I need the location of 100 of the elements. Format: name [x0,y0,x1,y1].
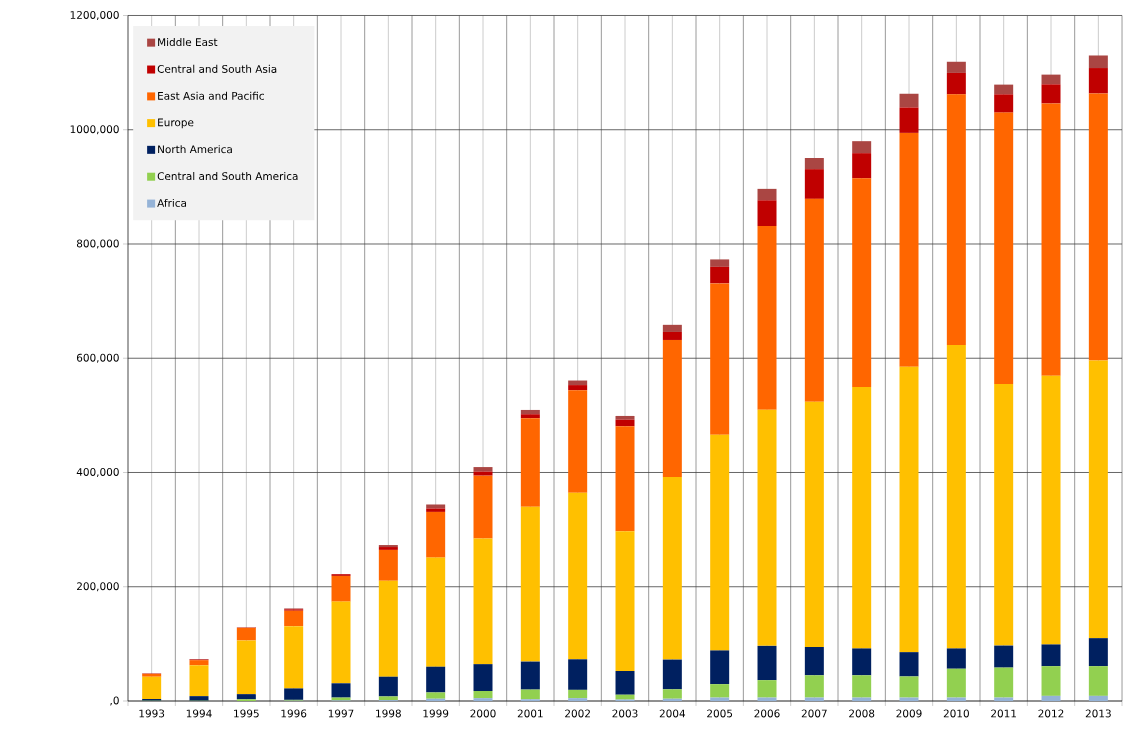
x-tick-label: 2012 [1038,709,1064,718]
y-tick-label: 1200,000 [70,11,119,20]
bar [757,409,777,646]
bar [189,660,209,666]
x-tick-label: 2005 [707,709,733,718]
bar [662,331,682,340]
bar [426,666,446,693]
bar [662,324,682,332]
x-tick-label: 1993 [139,709,165,718]
bar [520,409,540,415]
bar [520,414,540,419]
bar [710,266,730,284]
bar [426,692,446,699]
bar [189,696,209,701]
bar [757,200,777,226]
bar [757,645,777,681]
bar [852,141,872,154]
bar [473,664,493,691]
y-tick-label: 1000,000 [70,125,119,135]
bar [852,387,872,649]
bar [757,226,777,410]
bar [710,684,730,698]
bar [1041,375,1061,645]
bar [899,93,919,108]
bar [1041,666,1061,696]
bar [331,601,351,684]
bar [852,153,872,179]
bar [378,549,398,581]
legend-label: Middle East [158,37,218,47]
bar [1041,74,1061,85]
x-tick-label: 2010 [943,709,969,718]
bar [568,390,588,493]
bar [378,676,398,697]
bar [710,434,730,651]
bar [142,676,162,699]
bar [236,627,256,641]
bar [946,61,966,73]
x-tick-label: 2001 [517,709,543,718]
bar [520,418,540,507]
bar [426,508,446,512]
x-tick-label: 2004 [659,709,686,718]
bar [852,648,872,676]
bar [615,531,635,672]
bar [568,689,588,699]
bar [804,198,824,402]
bar [473,475,493,539]
bar [520,689,540,700]
bar [568,492,588,660]
bar [473,471,493,476]
bar [378,580,398,677]
bar [1041,644,1061,667]
bar [946,648,966,669]
legend-label: East Asia and Pacific [158,91,264,100]
bar [804,401,824,648]
bar [946,668,966,698]
x-tick-label: 1998 [376,709,401,718]
legend-label: Africa [157,198,186,207]
bar [568,385,588,391]
bar [662,477,682,660]
bar [236,694,256,700]
bar [615,671,635,695]
bar [568,698,588,701]
x-tick-label: 1994 [186,709,212,718]
bar [946,345,966,649]
bar [1088,666,1108,696]
bar [1041,84,1061,104]
bar [899,366,919,653]
legend-label: North America [158,145,232,154]
x-tick-label: 1999 [423,709,449,718]
bar [331,683,351,698]
bar [615,694,635,700]
bar [804,169,824,199]
bar [804,675,824,698]
bar [757,680,777,698]
bar [899,652,919,677]
bar [852,675,872,698]
bar [473,698,493,701]
bar [899,132,919,367]
bar [804,158,824,170]
bar [284,626,304,689]
bar [946,72,966,95]
bar [615,415,635,420]
x-tick-label: 2003 [612,709,638,718]
bar [899,676,919,698]
bar [1088,638,1108,667]
bar [189,665,209,697]
bar [284,688,304,700]
x-tick-label: 2011 [991,709,1017,718]
x-tick-label: 1995 [234,709,259,718]
bar [1088,360,1108,639]
bar [236,640,256,695]
bar [710,650,730,685]
bar [994,112,1014,384]
bar [520,661,540,690]
x-tick-label: 2007 [801,709,827,718]
x-tick-label: 2000 [470,709,496,718]
bar [520,506,540,662]
bar [1088,695,1108,701]
bar [1088,68,1108,94]
x-tick-label: 2006 [754,709,780,718]
